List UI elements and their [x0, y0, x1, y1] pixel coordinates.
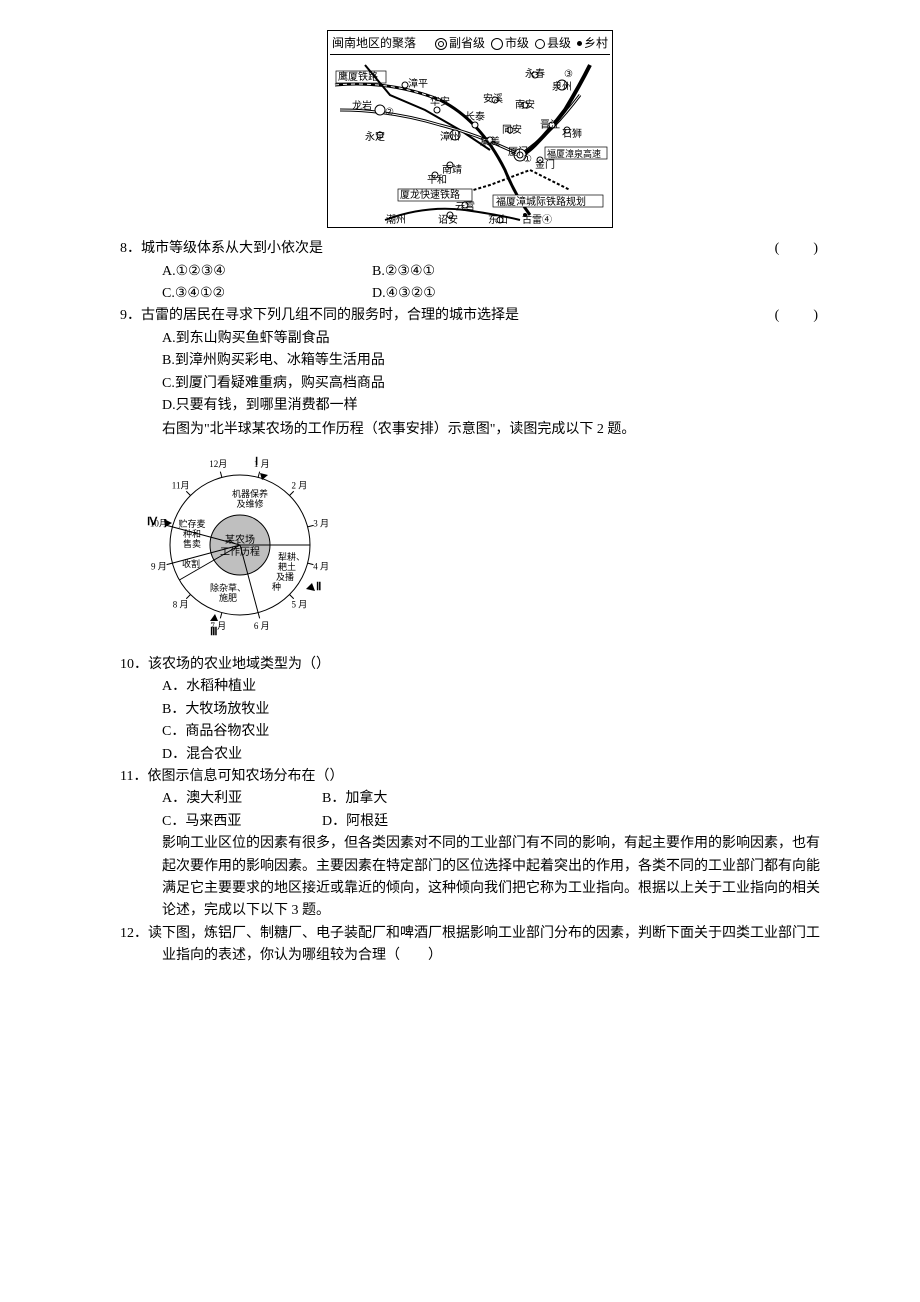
svg-text:及播: 及播 — [276, 571, 294, 582]
lbl-changtai: 长泰 — [465, 110, 485, 123]
q8: 8．城市等级体系从大到小依次是 ( ) — [120, 238, 820, 260]
q9-paren: ( ) — [767, 305, 820, 327]
lbl-gulei: 古雷④ — [522, 213, 552, 225]
q9-opts: A.到东山购买鱼虾等副食品 B.到漳州购买彩电、冰箱等生活用品 C.到厦门看疑难… — [120, 328, 820, 418]
svg-text:工作历程: 工作历程 — [220, 546, 260, 558]
map-title: 闽南地区的聚落 — [332, 34, 416, 53]
q9: 9．古雷的居民在寻求下列几组不同的服务时，合理的城市选择是 ( ) — [120, 305, 820, 327]
map-legend: 闽南地区的聚落 副省级 市级 县级 乡村 — [330, 33, 610, 55]
q11-opt-a: A．澳大利亚 — [162, 788, 322, 810]
q10-opt-d: D．混合农业 — [162, 744, 820, 766]
svg-text:Ⅱ: Ⅱ — [316, 581, 321, 593]
svg-text:收割: 收割 — [182, 558, 200, 569]
lbl-shishi: 石狮 — [562, 127, 582, 140]
lbl-yongchun: 永春 — [525, 67, 545, 80]
q8-opt-c: C.③④①② — [162, 283, 372, 305]
lbl-mark2: ② — [385, 107, 394, 118]
svg-text:8 月: 8 月 — [173, 599, 189, 609]
svg-text:除杂草、: 除杂草、 — [210, 582, 246, 593]
legend-sub-province: 副省级 — [435, 34, 485, 53]
q9-opt-c: C.到厦门看疑难重病，购买高档商品 — [162, 373, 820, 395]
lbl-longyan: 龙岩 — [352, 99, 372, 112]
svg-text:种: 种 — [272, 581, 281, 592]
q10-stem: 10．该农场的农业地域类型为（） — [120, 654, 820, 676]
lbl-dongshan: 东山 — [488, 213, 508, 225]
svg-text:机器保养: 机器保养 — [232, 488, 268, 499]
legend-county: 县级 — [535, 34, 571, 53]
q8-stem: 8．城市等级体系从大到小依次是 — [120, 238, 767, 260]
lbl-nanan: 南安 — [515, 98, 535, 111]
q10-opt-a: A．水稻种植业 — [162, 676, 820, 698]
svg-text:12月: 12月 — [209, 459, 227, 469]
q9-stem: 9．古雷的居民在寻求下列几组不同的服务时，合理的城市选择是 — [120, 305, 767, 327]
lbl-chaozhou: 潮州 — [386, 213, 406, 225]
q9-intro: 右图为"北半球某农场的工作历程（农事安排）示意图"，读图完成以下 2 题。 — [120, 419, 820, 441]
lbl-mark3: ③ — [564, 69, 573, 80]
q8-opt-a: A.①②③④ — [162, 261, 372, 283]
svg-text:Ⅳ: Ⅳ — [147, 516, 158, 528]
lbl-zhaoan: 诏安 — [438, 213, 458, 225]
lbl-yongding: 永定 — [365, 130, 385, 143]
lbl-jimei: 集美 — [480, 135, 500, 148]
farm-calendar-figure: 1 月2 月3 月4 月5 月6 月7 月8 月9 月10月11月12月 某农场… — [140, 450, 820, 648]
svg-text:Ⅲ: Ⅲ — [210, 626, 218, 638]
lbl-fuxiazhang: 福厦漳城际铁路规划 — [496, 195, 586, 208]
lbl-anxi: 安溪 — [483, 92, 503, 105]
lbl-zhangzhou: 漳州 — [440, 130, 460, 143]
lbl-mark1: ① — [523, 154, 532, 165]
lbl-quanzhou: 泉州 — [552, 80, 572, 93]
svg-text:11月: 11月 — [172, 480, 190, 490]
q10-opt-b: B．大牧场放牧业 — [162, 699, 820, 721]
svg-text:耙土: 耙土 — [278, 561, 296, 572]
lbl-zhangping: 漳平 — [408, 77, 428, 90]
svg-text:及维修: 及维修 — [236, 498, 263, 509]
lbl-tongan: 同安 — [502, 123, 522, 136]
map-svg: 鹰厦铁路 漳平 龙岩 ② 永定 华安 长泰 漳州 集美 南靖 平和 厦龙快速铁路… — [330, 55, 610, 225]
svg-text:贮存麦: 贮存麦 — [178, 518, 205, 529]
q10-opts: A．水稻种植业 B．大牧场放牧业 C．商品谷物农业 D．混合农业 — [120, 676, 820, 766]
industry-intro: 影响工业区位的因素有很多，但各类因素对不同的工业部门有不同的影响，有起主要作用的… — [120, 833, 820, 923]
q9-opt-a: A.到东山购买鱼虾等副食品 — [162, 328, 820, 350]
lbl-yingxia: 鹰厦铁路 — [338, 70, 378, 83]
map-figure: 闽南地区的聚落 副省级 市级 县级 乡村 — [327, 30, 613, 228]
svg-text:4 月: 4 月 — [313, 561, 329, 571]
lbl-yunxiao: 云霄 — [455, 201, 475, 213]
svg-text:Ⅰ: Ⅰ — [255, 456, 258, 468]
svg-text:2 月: 2 月 — [292, 480, 308, 490]
svg-text:种和: 种和 — [183, 528, 201, 539]
svg-text:某农场: 某农场 — [225, 533, 255, 546]
svg-text:厦龙快速铁路: 厦龙快速铁路 — [400, 188, 460, 201]
q11-opt-c: C．马来西亚 — [162, 811, 322, 833]
svg-text:9 月: 9 月 — [151, 561, 167, 571]
q8-paren: ( ) — [767, 238, 820, 260]
lbl-jinjiang: 晋江 — [540, 119, 560, 131]
q10-opt-c: C．商品谷物农业 — [162, 721, 820, 743]
q9-opt-b: B.到漳州购买彩电、冰箱等生活用品 — [162, 350, 820, 372]
svg-text:施肥: 施肥 — [219, 592, 237, 603]
q9-opt-d: D.只要有钱，到哪里消费都一样 — [162, 395, 820, 417]
svg-text:售卖: 售卖 — [183, 538, 201, 549]
lbl-jinmen: 金门 — [535, 158, 555, 171]
q11-opt-b: B．加拿大 — [322, 788, 482, 810]
q11-stem: 11．依图示信息可知农场分布在（） — [120, 766, 820, 788]
lbl-pinghe: 平和 — [427, 174, 447, 186]
q12-stem: 12．读下图，炼铝厂、制糖厂、电子装配厂和啤酒厂根据影响工业部门分布的因素，判断… — [120, 923, 820, 968]
q8-opt-d: D.④③②① — [372, 283, 582, 305]
q8-opt-b: B.②③④① — [372, 261, 582, 283]
svg-text:3 月: 3 月 — [313, 518, 329, 528]
svg-text:5 月: 5 月 — [292, 599, 308, 609]
legend-village: 乡村 — [577, 34, 608, 53]
svg-text:犁耕、: 犁耕、 — [278, 551, 305, 562]
q11-opt-d: D．阿根廷 — [322, 811, 482, 833]
lbl-huaan: 华安 — [430, 95, 450, 108]
q11-opts: A．澳大利亚 B．加拿大 C．马来西亚 D．阿根廷 — [120, 788, 820, 833]
q8-opts: A.①②③④ B.②③④① C.③④①② D.④③②① — [120, 261, 820, 306]
svg-text:6 月: 6 月 — [254, 621, 270, 631]
lbl-fxzq-hs: 福厦漳泉高速 — [547, 148, 601, 159]
legend-city: 市级 — [491, 34, 529, 53]
